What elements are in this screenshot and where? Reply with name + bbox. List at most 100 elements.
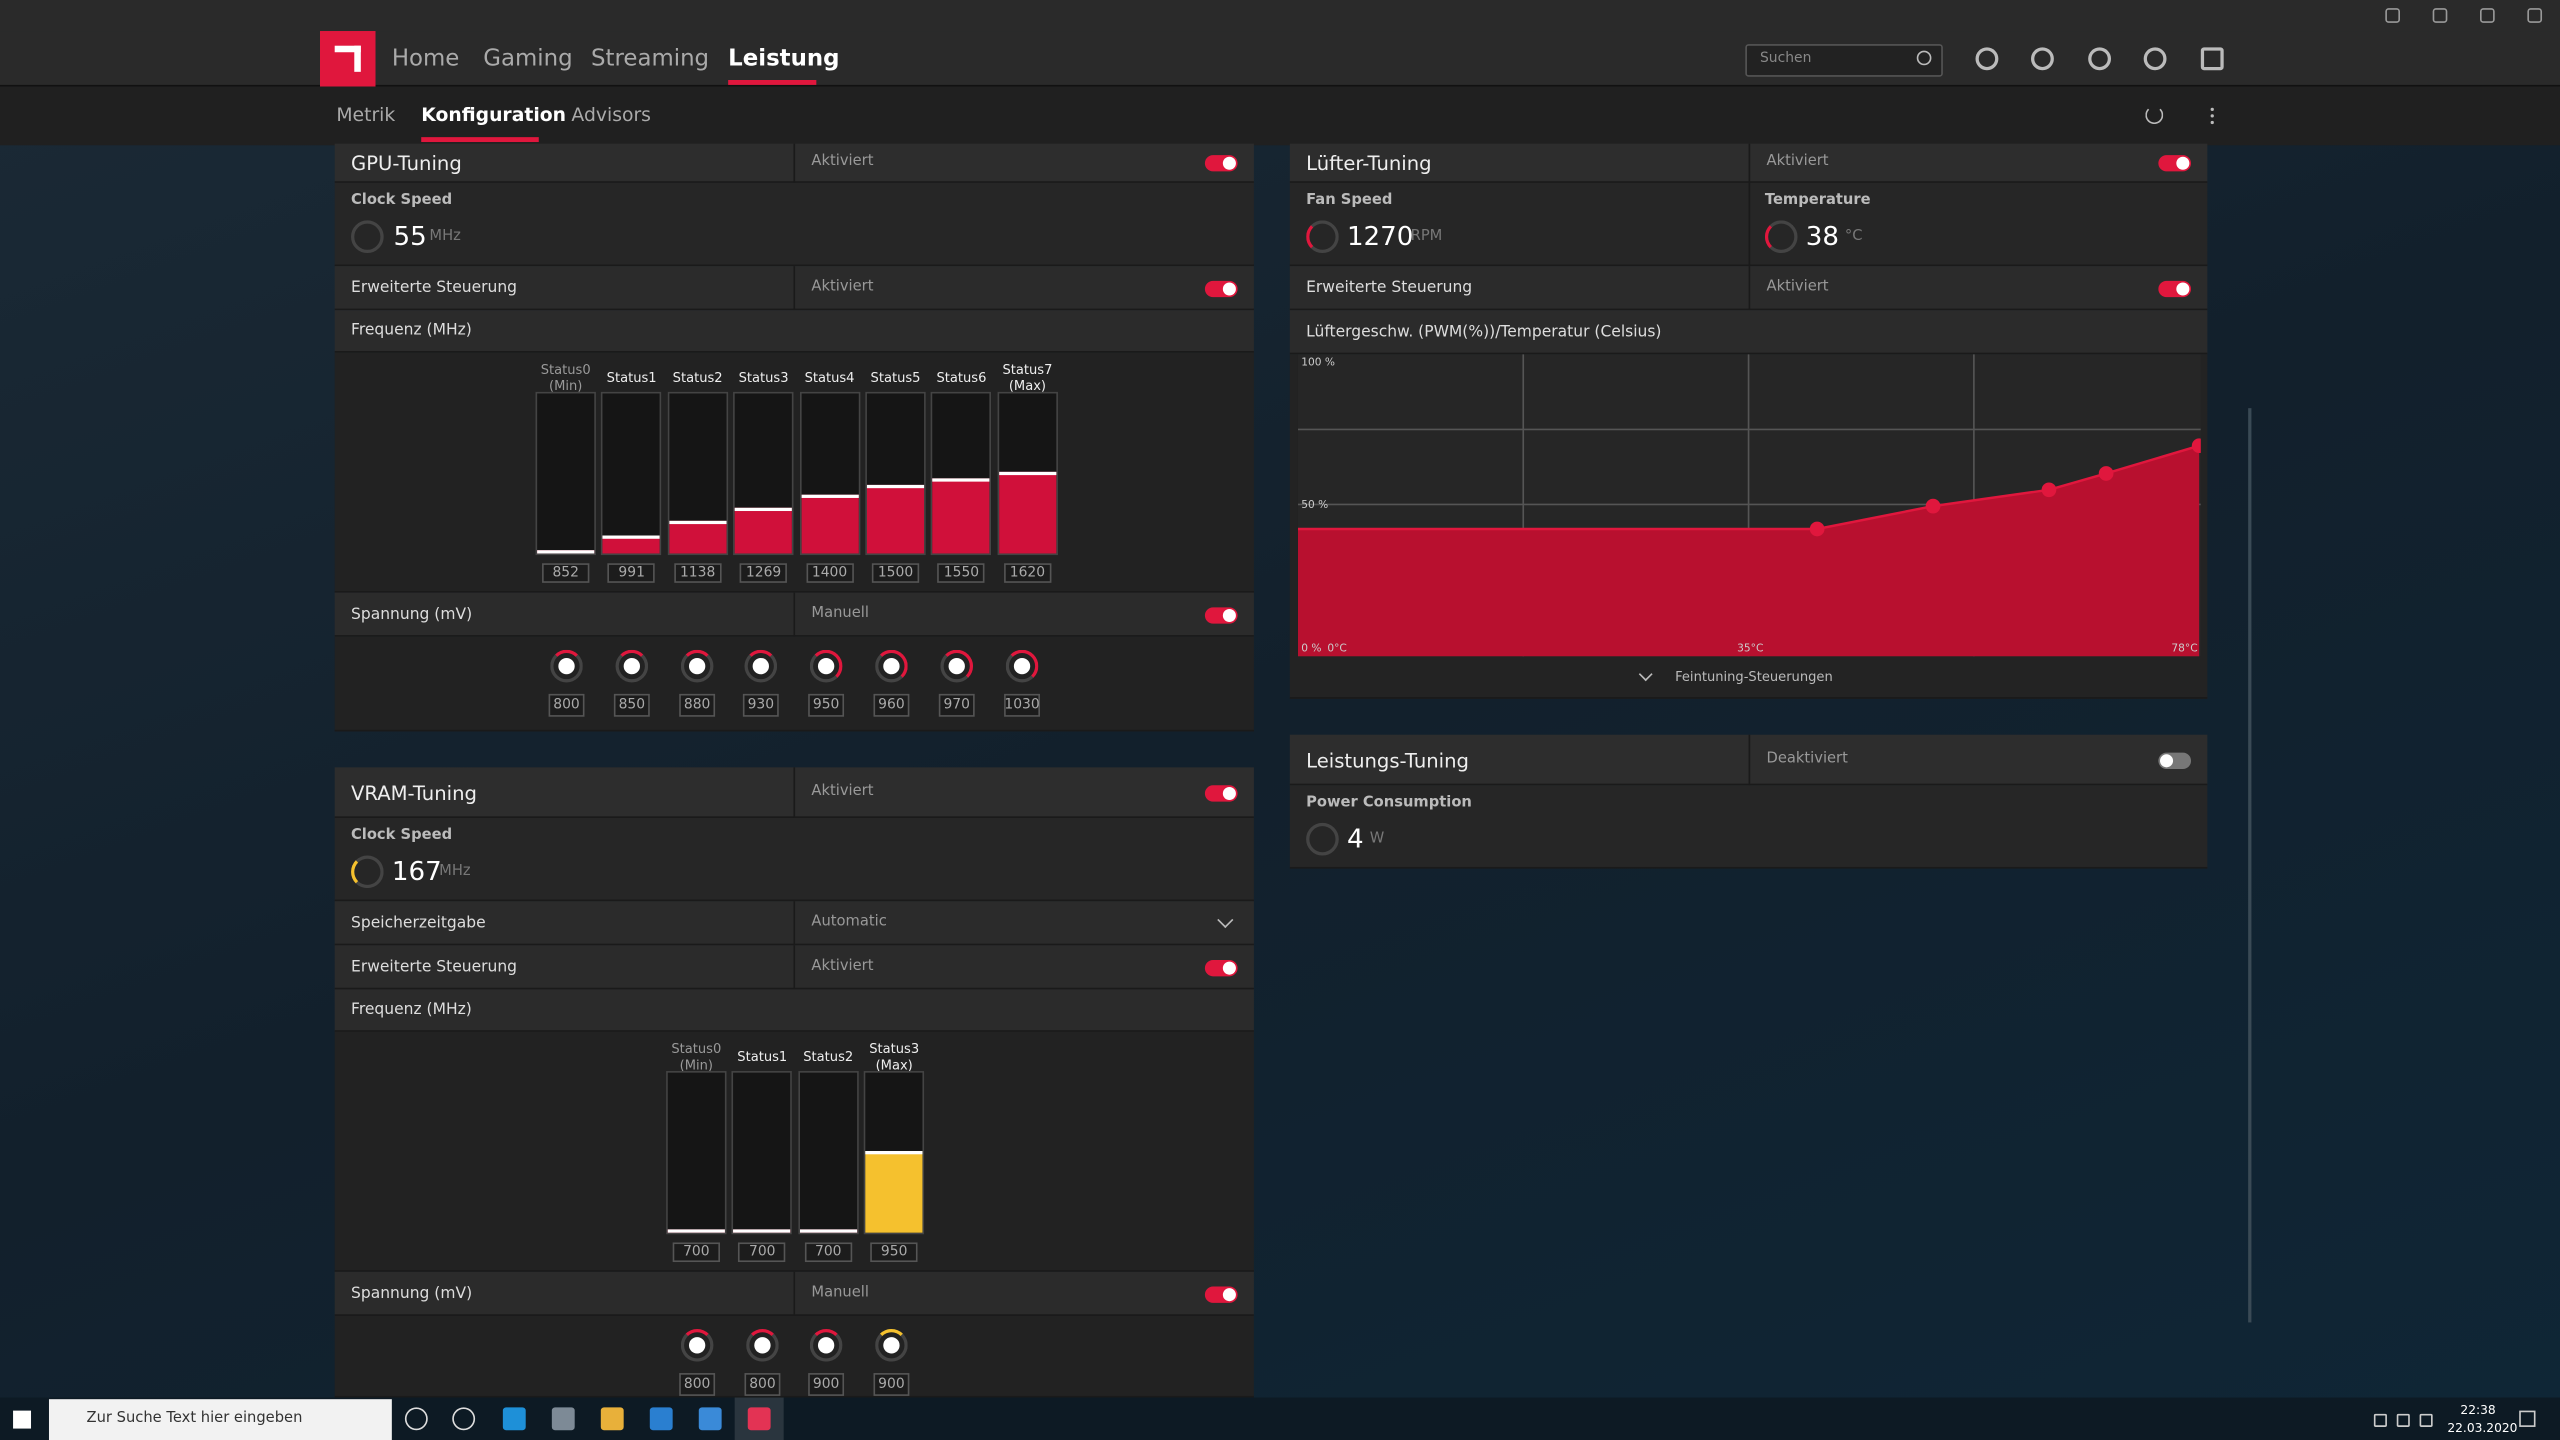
tray-icon[interactable] xyxy=(2373,1413,2387,1427)
state-slider[interactable] xyxy=(601,391,662,556)
state-slider[interactable] xyxy=(997,391,1058,556)
curve-point[interactable] xyxy=(2041,482,2057,498)
toggle[interactable] xyxy=(2158,280,2192,297)
fan-curve-svg[interactable] xyxy=(1297,354,2207,657)
voltage-knob[interactable] xyxy=(809,649,843,683)
value-box[interactable] xyxy=(613,693,650,717)
toggle[interactable] xyxy=(2158,155,2192,172)
state-slider[interactable] xyxy=(799,391,860,556)
value-box[interactable] xyxy=(672,1242,720,1263)
state-slider[interactable] xyxy=(865,391,926,556)
toggle[interactable] xyxy=(1204,1285,1238,1303)
value-box[interactable] xyxy=(805,563,854,583)
toolbar-icon[interactable] xyxy=(2088,47,2112,71)
toggle[interactable] xyxy=(1204,606,1238,623)
nav-tab[interactable]: Leistung xyxy=(728,45,840,72)
taskbar-search[interactable] xyxy=(48,1399,392,1440)
voltage-knob[interactable] xyxy=(940,649,974,683)
value-box[interactable] xyxy=(739,563,788,583)
state-slider[interactable] xyxy=(863,1071,925,1235)
value-box[interactable] xyxy=(607,563,656,583)
toggle[interactable] xyxy=(1204,280,1238,297)
curve-point[interactable] xyxy=(1925,498,1941,514)
subnav-tab[interactable]: Konfiguration xyxy=(421,102,567,126)
toggle[interactable] xyxy=(2158,751,2192,769)
taskbar-app[interactable] xyxy=(649,1407,673,1431)
voltage-knob[interactable] xyxy=(1005,649,1039,683)
subnav-tab[interactable]: Advisors xyxy=(571,102,651,126)
reset-icon[interactable] xyxy=(2145,106,2164,125)
state-slider[interactable] xyxy=(733,391,794,556)
toggle[interactable] xyxy=(1204,959,1238,976)
voltage-knob[interactable] xyxy=(746,1328,779,1362)
state-slider[interactable] xyxy=(732,1071,793,1235)
start-button[interactable] xyxy=(13,1410,32,1429)
scrollbar[interactable] xyxy=(2248,408,2252,1323)
value-box[interactable] xyxy=(738,1242,786,1263)
voltage-knob[interactable] xyxy=(680,1328,714,1362)
taskbar-app[interactable] xyxy=(698,1407,722,1431)
window-control[interactable] xyxy=(2527,8,2543,23)
menu-dot[interactable] xyxy=(2210,120,2214,125)
value-box[interactable] xyxy=(938,693,975,717)
value-box[interactable] xyxy=(548,693,585,717)
value-box[interactable] xyxy=(542,563,590,583)
voltage-knob[interactable] xyxy=(809,1328,843,1362)
value-box[interactable] xyxy=(1003,563,1052,583)
value-box[interactable] xyxy=(873,693,910,717)
window-control[interactable] xyxy=(2385,8,2400,23)
value-box[interactable] xyxy=(937,563,986,583)
taskbar-app[interactable] xyxy=(551,1407,575,1431)
toolbar-icon[interactable] xyxy=(1975,47,1999,71)
value-box[interactable] xyxy=(871,563,920,583)
taskbar-app[interactable] xyxy=(404,1407,428,1431)
toggle[interactable] xyxy=(1204,784,1238,801)
menu-dot[interactable] xyxy=(2210,107,2214,112)
state-slider[interactable] xyxy=(535,391,596,556)
state-slider[interactable] xyxy=(667,391,728,556)
window-control[interactable] xyxy=(2480,8,2495,23)
toolbar-icon[interactable] xyxy=(2031,47,2054,71)
taskbar-app[interactable] xyxy=(502,1407,526,1431)
toggle[interactable] xyxy=(1204,155,1238,172)
nav-tab[interactable]: Home xyxy=(391,45,460,72)
state-slider[interactable] xyxy=(666,1071,727,1235)
voltage-knob[interactable] xyxy=(875,1328,908,1362)
value-box[interactable] xyxy=(804,1242,852,1263)
state-slider[interactable] xyxy=(798,1071,859,1235)
value-box[interactable] xyxy=(742,693,779,717)
taskbar-app[interactable] xyxy=(452,1407,476,1431)
value-box[interactable] xyxy=(870,1242,918,1263)
tray-icon[interactable] xyxy=(2396,1413,2410,1427)
notification-icon[interactable] xyxy=(2519,1410,2536,1427)
value-box[interactable] xyxy=(744,1373,781,1396)
toolbar-icon[interactable] xyxy=(2143,47,2167,71)
value-box[interactable] xyxy=(808,1373,845,1396)
menu-dot[interactable] xyxy=(2210,114,2214,118)
voltage-knob[interactable] xyxy=(680,649,714,683)
value-box[interactable] xyxy=(679,693,716,717)
nav-tab[interactable]: Streaming xyxy=(591,45,710,72)
search-box[interactable] xyxy=(1745,44,1943,77)
value-box[interactable] xyxy=(673,563,722,583)
value-box[interactable] xyxy=(873,1373,910,1396)
subnav-tab[interactable]: Metrik xyxy=(336,102,396,126)
voltage-knob[interactable] xyxy=(550,649,583,683)
taskbar-app[interactable] xyxy=(600,1407,624,1431)
value-box[interactable] xyxy=(808,693,845,717)
value-box[interactable] xyxy=(1004,693,1040,717)
tray-icon[interactable] xyxy=(2419,1413,2433,1427)
taskbar-app[interactable] xyxy=(747,1407,771,1431)
curve-point[interactable] xyxy=(2098,466,2114,481)
value-box[interactable] xyxy=(679,1373,716,1396)
window-control[interactable] xyxy=(2432,8,2448,23)
voltage-knob[interactable] xyxy=(875,649,908,683)
voltage-knob[interactable] xyxy=(615,649,649,683)
nav-tab[interactable]: Gaming xyxy=(483,45,573,72)
state-slider[interactable] xyxy=(931,391,992,556)
voltage-knob[interactable] xyxy=(744,649,778,683)
expand-label[interactable]: Feintuning-Steuerungen xyxy=(1675,669,1833,685)
amd-logo[interactable] xyxy=(320,31,376,87)
toolbar-icon[interactable] xyxy=(2200,47,2224,71)
curve-point[interactable] xyxy=(1809,521,1825,537)
